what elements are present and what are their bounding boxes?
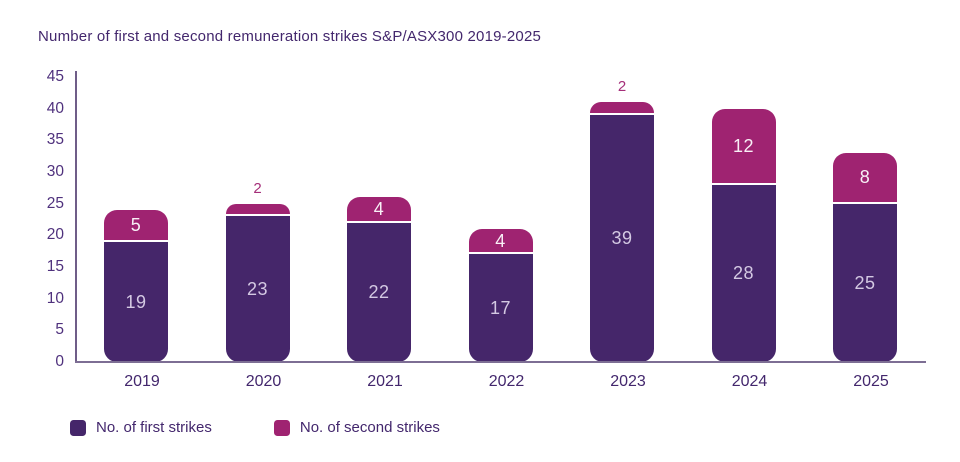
y-tick-35: 35 xyxy=(46,131,64,149)
bar-2024-second-strikes-value: 12 xyxy=(732,135,755,156)
bar-2025-second-strikes-segment: 8 xyxy=(833,153,897,202)
bar-2023-first-strikes-value: 39 xyxy=(611,228,633,249)
bar-2022-second-strikes-value: 4 xyxy=(495,230,506,251)
legend-label-second-strikes: No. of second strikes xyxy=(299,419,440,436)
bar-2020-second-strikes-value: 2 xyxy=(253,179,262,197)
bar-2022-first-strikes-segment: 17 xyxy=(468,254,533,362)
bar-2019-first-strikes-segment: 19 xyxy=(104,241,168,362)
y-tick-45: 45 xyxy=(46,68,64,85)
bar-2019: 5 19 xyxy=(104,210,168,362)
bar-2021-first-strikes-value: 22 xyxy=(368,282,390,303)
bar-2024: 12 28 xyxy=(711,108,776,362)
legend: No. of first strikes No. of second strike… xyxy=(70,419,440,436)
legend-item-second-strikes: No. of second strikes xyxy=(273,419,440,436)
bar-2025-second-strikes-value: 8 xyxy=(859,167,871,188)
y-tick-25: 25 xyxy=(46,194,64,212)
bar-2024-second-strikes-segment: 12 xyxy=(711,108,776,183)
legend-swatch-first-strikes xyxy=(70,419,86,436)
bar-2021-first-strikes-segment: 22 xyxy=(347,222,411,362)
y-tick-20: 20 xyxy=(46,226,64,244)
chart-title: Number of first and second remuneration … xyxy=(38,28,542,45)
bar-2023-second-strikes-segment xyxy=(590,102,654,113)
y-tick-0: 0 xyxy=(55,353,64,370)
bar-2019-second-strikes-value: 5 xyxy=(130,214,142,235)
bar-2021: 4 22 xyxy=(347,197,411,362)
bar-2019-second-strikes-segment: 5 xyxy=(104,210,168,240)
bar-2024-first-strikes-value: 28 xyxy=(732,263,755,284)
x-axis-label-2023: 2023 xyxy=(610,373,646,390)
bar-2023-first-strikes-segment: 39 xyxy=(590,114,654,362)
y-tick-15: 15 xyxy=(46,258,64,275)
bar-2019-first-strikes-value: 19 xyxy=(125,291,147,312)
legend-item-first-strikes: No. of first strikes xyxy=(70,419,212,436)
x-axis-line xyxy=(75,361,926,363)
legend-label-first-strikes: No. of first strikes xyxy=(96,419,212,436)
x-axis-label-2024: 2024 xyxy=(731,373,768,390)
y-tick-40: 40 xyxy=(46,99,64,117)
bar-2022-second-strikes-segment: 4 xyxy=(468,229,533,253)
x-axis-label-2019: 2019 xyxy=(124,373,160,390)
bar-2025: 8 25 xyxy=(833,153,897,362)
bar-2020-first-strikes-value: 23 xyxy=(246,279,269,300)
y-tick-30: 30 xyxy=(46,163,64,180)
bar-2023: 2 39 xyxy=(590,78,654,362)
x-axis-label-2025: 2025 xyxy=(853,373,889,390)
bar-2020-first-strikes-segment: 23 xyxy=(225,216,290,362)
bar-2020-second-strikes-segment xyxy=(225,203,290,215)
x-axis-label-2022: 2022 xyxy=(488,373,525,390)
bar-2021-second-strikes-segment: 4 xyxy=(347,197,411,221)
legend-swatch-second-strikes xyxy=(273,419,290,436)
bar-2021-second-strikes-value: 4 xyxy=(373,198,385,219)
bar-2022: 4 17 xyxy=(468,229,533,362)
bar-2024-first-strikes-segment: 28 xyxy=(711,184,776,362)
bar-2020: 2 23 xyxy=(225,180,290,362)
bar-2025-first-strikes-segment: 25 xyxy=(833,203,897,362)
y-axis-line xyxy=(75,71,77,362)
y-tick-5: 5 xyxy=(55,321,64,339)
bar-2025-first-strikes-value: 25 xyxy=(854,272,876,293)
x-axis-label-2020: 2020 xyxy=(245,373,282,390)
y-tick-10: 10 xyxy=(46,289,64,307)
x-axis-label-2021: 2021 xyxy=(367,373,403,390)
bar-2022-first-strikes-value: 17 xyxy=(489,298,512,319)
bar-2023-second-strikes-value: 2 xyxy=(617,78,627,96)
